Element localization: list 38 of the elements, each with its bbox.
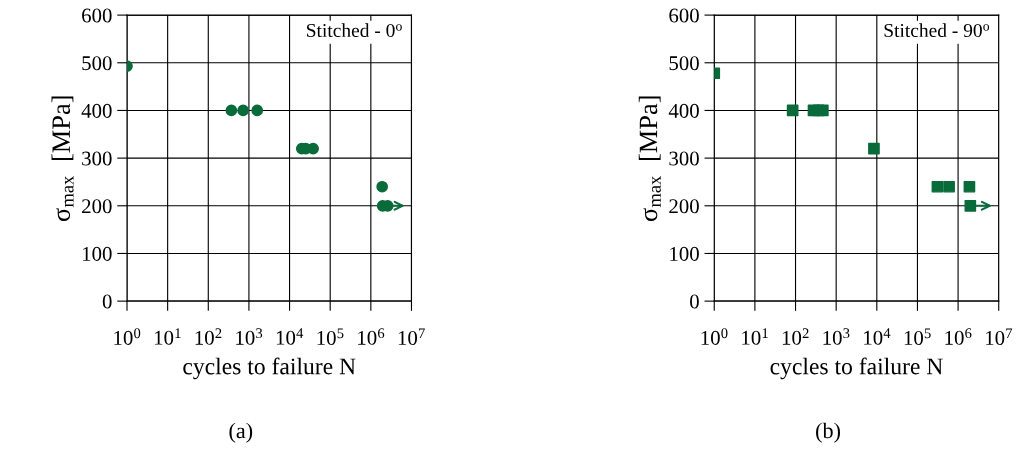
- x-tick-label: 10$^{5}$: [317, 328, 344, 345]
- y-tick-label: 200: [669, 199, 699, 214]
- x-tick-label: 10$^{7}$: [398, 328, 425, 345]
- y-tick-label: 100: [83, 246, 112, 261]
- x-axis-title: cycles to failure N: [770, 357, 943, 380]
- x-tick-label: 10$^{3}$: [823, 328, 850, 345]
- y-tick-label: 200: [82, 199, 112, 214]
- x-tick-label: 10$^{7}$: [986, 328, 1013, 345]
- y-tick-label: 500: [669, 56, 699, 71]
- x-tick-label: 10$^{4}$: [276, 328, 304, 345]
- x-tick-label: 10$^{2}$: [782, 328, 809, 345]
- x-axis-title: cycles to failure N: [183, 357, 356, 380]
- y-tick-label: 600: [669, 8, 699, 23]
- y-tick-label: 400: [81, 103, 112, 118]
- y-axis-title: σ$_{max}$ [MPa]: [51, 96, 74, 221]
- y-tick-label: 500: [82, 56, 112, 71]
- y-tick-label: 300: [82, 151, 112, 166]
- text: (b): [816, 422, 841, 443]
- x-tick-label: 10$^{0}$: [701, 328, 728, 345]
- annotation: Stitched - 0$^{o}$: [307, 23, 402, 38]
- text: (a): [229, 422, 253, 443]
- x-tick-label: 10$^{0}$: [114, 328, 141, 345]
- y-tick-label: 300: [669, 151, 699, 166]
- y-tick-label: 400: [668, 103, 699, 118]
- y-tick-label: 100: [670, 246, 699, 261]
- x-tick-label: 10$^{1}$: [742, 328, 768, 345]
- x-tick-label: 10$^{3}$: [236, 328, 263, 345]
- x-tick-label: 10$^{6}$: [358, 328, 385, 345]
- y-tick-label: 600: [82, 8, 112, 23]
- y-tick-label: 0: [102, 294, 112, 309]
- y-tick-label: 0: [690, 294, 699, 309]
- x-tick-label: 10$^{6}$: [945, 328, 972, 345]
- x-tick-label: 10$^{5}$: [904, 328, 931, 345]
- y-axis-title: σ$_{max}$ [MPa]: [638, 96, 661, 221]
- annotation: Stitched - 90$^{o}$: [884, 23, 990, 38]
- x-tick-label: 10$^{4}$: [864, 328, 891, 345]
- x-tick-label: 10$^{2}$: [195, 328, 222, 345]
- x-tick-label: 10$^{1}$: [154, 328, 181, 345]
